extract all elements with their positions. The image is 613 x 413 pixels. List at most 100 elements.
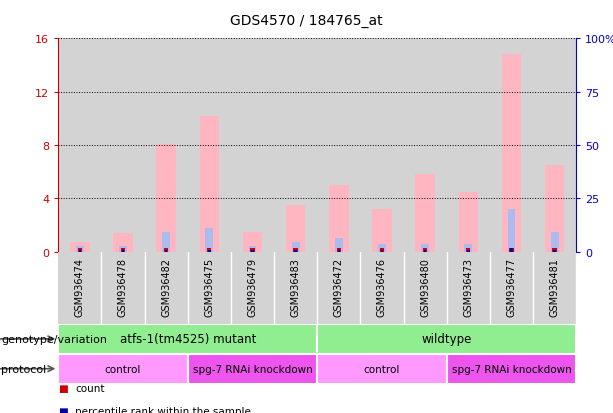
Text: control: control <box>105 364 141 374</box>
Bar <box>188 354 318 384</box>
Bar <box>490 252 533 324</box>
Bar <box>101 39 145 252</box>
Text: GSM936480: GSM936480 <box>420 258 430 316</box>
Bar <box>550 232 558 252</box>
Text: GSM936478: GSM936478 <box>118 258 128 317</box>
Text: wildtype: wildtype <box>422 332 472 346</box>
Bar <box>164 249 169 252</box>
Text: GSM936473: GSM936473 <box>463 258 473 317</box>
Bar <box>508 209 516 252</box>
Bar <box>145 39 188 252</box>
Text: ■: ■ <box>58 383 68 393</box>
Text: GSM936477: GSM936477 <box>506 258 517 317</box>
Text: GDS4570 / 184765_at: GDS4570 / 184765_at <box>230 14 383 28</box>
Bar <box>207 249 211 252</box>
Text: GSM936483: GSM936483 <box>291 258 300 316</box>
Bar <box>416 175 435 252</box>
Bar <box>381 250 383 252</box>
Bar <box>360 39 403 252</box>
Bar <box>58 39 101 252</box>
Text: spg-7 RNAi knockdown: spg-7 RNAi knockdown <box>452 364 571 374</box>
Bar <box>145 252 188 324</box>
Bar <box>318 39 360 252</box>
Bar <box>286 205 305 252</box>
Bar <box>58 252 101 324</box>
Bar <box>552 249 557 252</box>
Bar <box>378 244 386 252</box>
Bar <box>447 354 576 384</box>
Bar <box>249 247 256 252</box>
Bar <box>274 39 318 252</box>
Bar <box>250 249 254 252</box>
Bar <box>466 249 470 252</box>
Bar <box>318 324 576 354</box>
Text: GSM936475: GSM936475 <box>204 258 215 317</box>
Bar <box>533 252 576 324</box>
Bar <box>554 250 556 252</box>
Bar <box>122 250 124 252</box>
Text: GSM936481: GSM936481 <box>550 258 560 316</box>
Bar <box>318 354 447 384</box>
Bar <box>403 39 447 252</box>
Bar <box>58 354 188 384</box>
Bar <box>337 249 341 252</box>
Bar <box>490 39 533 252</box>
Bar <box>533 39 576 252</box>
Bar <box>58 324 318 354</box>
Bar <box>447 39 490 252</box>
Bar <box>424 250 427 252</box>
Bar <box>113 233 132 252</box>
Bar <box>360 252 403 324</box>
Bar <box>294 250 297 252</box>
Bar <box>200 116 219 252</box>
Bar <box>165 250 167 252</box>
Bar <box>338 250 340 252</box>
Bar <box>243 232 262 252</box>
Bar <box>101 252 145 324</box>
Bar <box>119 247 127 252</box>
Bar <box>294 249 298 252</box>
Bar <box>335 239 343 252</box>
Bar <box>251 250 254 252</box>
Bar <box>467 250 470 252</box>
Bar <box>372 209 392 252</box>
Bar <box>510 249 512 252</box>
Text: spg-7 RNAi knockdown: spg-7 RNAi knockdown <box>192 364 313 374</box>
Bar <box>70 242 89 252</box>
Bar <box>459 192 478 252</box>
Bar <box>121 249 125 252</box>
Text: control: control <box>364 364 400 374</box>
Bar <box>421 244 429 252</box>
Bar <box>188 39 231 252</box>
Text: ■: ■ <box>58 406 68 413</box>
Bar <box>465 244 472 252</box>
Bar <box>188 252 231 324</box>
Bar <box>502 55 521 252</box>
Text: atfs-1(tm4525) mutant: atfs-1(tm4525) mutant <box>120 332 256 346</box>
Bar <box>423 249 427 252</box>
Bar <box>156 144 176 252</box>
Text: GSM936482: GSM936482 <box>161 258 171 317</box>
Bar <box>231 39 274 252</box>
Bar <box>231 252 274 324</box>
Bar <box>292 242 300 252</box>
Text: GSM936476: GSM936476 <box>377 258 387 317</box>
Bar <box>208 250 211 252</box>
Bar <box>205 228 213 252</box>
Bar <box>274 252 318 324</box>
Bar <box>76 247 84 252</box>
Text: genotype/variation: genotype/variation <box>1 334 107 344</box>
Bar <box>78 249 82 252</box>
Text: protocol: protocol <box>1 364 47 374</box>
Bar <box>318 252 360 324</box>
Text: GSM936474: GSM936474 <box>75 258 85 317</box>
Bar <box>447 252 490 324</box>
Bar <box>545 166 565 252</box>
Bar <box>380 249 384 252</box>
Text: GSM936479: GSM936479 <box>248 258 257 317</box>
Text: GSM936472: GSM936472 <box>334 258 344 317</box>
Bar <box>329 185 349 252</box>
Bar <box>509 249 514 252</box>
Bar <box>78 250 81 252</box>
Bar <box>162 232 170 252</box>
